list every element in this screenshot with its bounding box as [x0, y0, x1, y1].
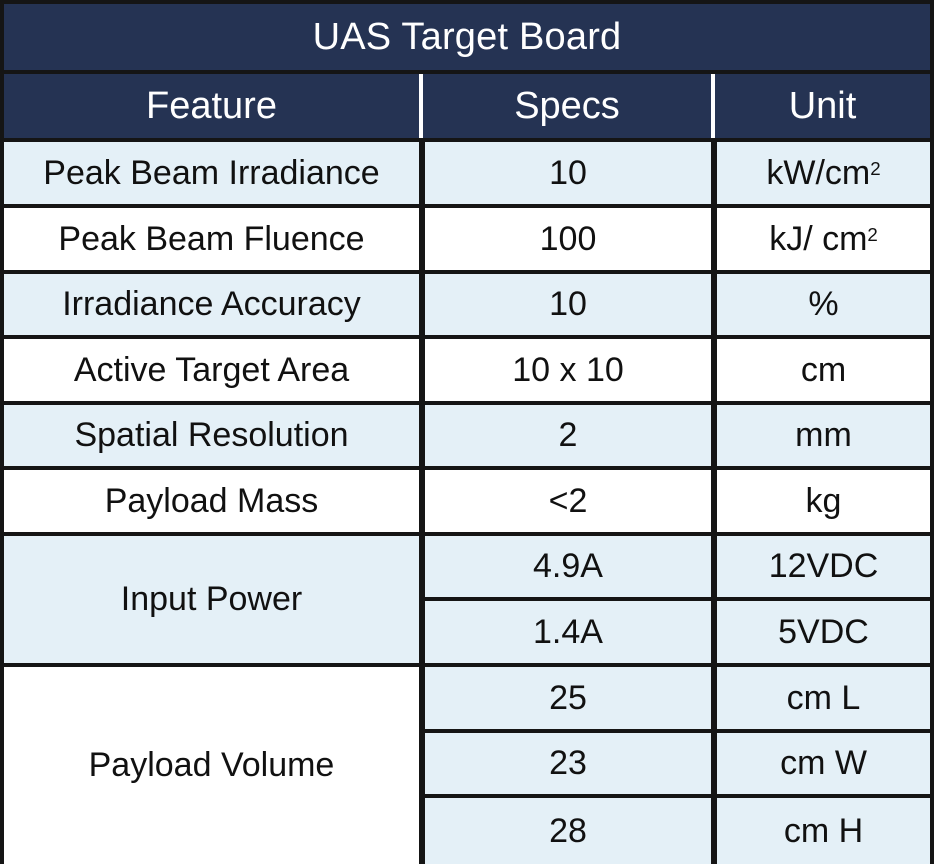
input-power-spec: 4.9A	[425, 536, 711, 597]
header-specs: Specs	[423, 74, 711, 138]
table-row-spec: 2	[425, 405, 711, 466]
table-row-unit: kJ/ cm 2	[717, 208, 930, 270]
unit-base: kW/cm	[766, 153, 871, 192]
payload-volume-unit: cm W	[717, 733, 930, 794]
table-row-spec: <2	[425, 470, 711, 532]
table-row-feature: Peak Beam Irradiance	[4, 142, 419, 204]
table-row-feature: Active Target Area	[4, 339, 419, 401]
table-row-feature: Payload Mass	[4, 470, 419, 532]
input-power-spec: 1.4A	[425, 601, 711, 663]
table-row-spec: 10	[425, 274, 711, 335]
table-row-unit: kW/cm 2	[717, 142, 930, 204]
table-row-feature: Irradiance Accuracy	[4, 274, 419, 335]
header-unit: Unit	[715, 74, 930, 138]
unit-base: kJ/ cm	[769, 219, 868, 258]
table-row-unit: %	[717, 274, 930, 335]
payload-volume-unit: cm L	[717, 667, 930, 729]
table-row-spec: 10	[425, 142, 711, 204]
payload-volume-unit: cm H	[717, 798, 930, 864]
payload-volume-spec: 28	[425, 798, 711, 864]
table-row-spec: 100	[425, 208, 711, 270]
input-power-feature: Input Power	[4, 536, 419, 663]
table-row-unit: mm	[717, 405, 930, 466]
payload-volume-feature: Payload Volume	[4, 667, 419, 864]
payload-volume-spec: 23	[425, 733, 711, 794]
header-feature: Feature	[4, 74, 419, 138]
table-row-unit: kg	[717, 470, 930, 532]
table-title: UAS Target Board	[4, 4, 930, 70]
payload-volume-spec: 25	[425, 667, 711, 729]
table-row-feature: Peak Beam Fluence	[4, 208, 419, 270]
table-row-unit: cm	[717, 339, 930, 401]
table-row-feature: Spatial Resolution	[4, 405, 419, 466]
input-power-unit: 5VDC	[717, 601, 930, 663]
header-divider	[419, 74, 423, 138]
input-power-unit: 12VDC	[717, 536, 930, 597]
table-row-spec: 10 x 10	[425, 339, 711, 401]
header-divider	[711, 74, 715, 138]
